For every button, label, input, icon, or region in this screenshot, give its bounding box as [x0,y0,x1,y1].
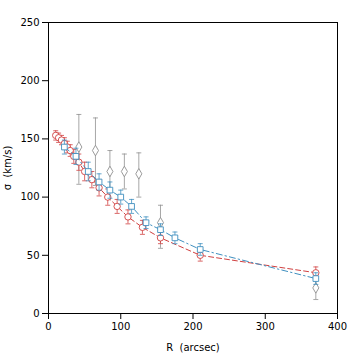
svg-text:0: 0 [33,308,39,319]
svg-text:200: 200 [183,321,202,332]
svg-text:100: 100 [111,321,130,332]
svg-text:100: 100 [20,191,39,202]
svg-text:300: 300 [256,321,275,332]
svg-text:250: 250 [20,17,39,28]
svg-text:R (arcsec): R (arcsec) [166,342,220,353]
svg-text:σ (km/s): σ (km/s) [2,146,13,191]
svg-text:0: 0 [45,321,51,332]
svg-text:400: 400 [328,321,347,332]
svg-text:150: 150 [20,133,39,144]
svg-text:200: 200 [20,75,39,86]
svg-text:50: 50 [27,250,40,261]
